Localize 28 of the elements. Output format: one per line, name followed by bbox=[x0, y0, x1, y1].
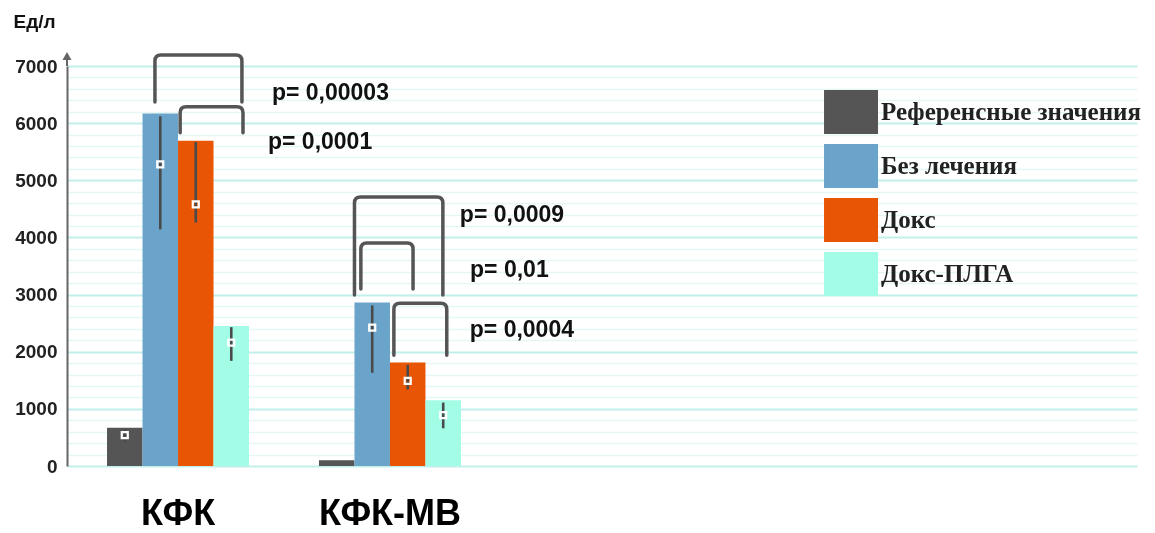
y-axis-title: Ед/л bbox=[13, 10, 56, 32]
annotation: p= 0,01 bbox=[470, 256, 549, 282]
legend-label: Докс-ПЛГА bbox=[881, 260, 1014, 287]
y-tick-label: 6000 bbox=[15, 112, 58, 134]
x-tick-label: КФК-МВ bbox=[318, 491, 462, 533]
annotation: p= 0,00003 bbox=[271, 79, 389, 105]
bar bbox=[213, 326, 250, 466]
y-tick-label: 7000 bbox=[15, 55, 58, 77]
bar bbox=[178, 140, 214, 466]
annotation: p= 0,0004 bbox=[469, 316, 575, 343]
bar bbox=[318, 460, 355, 466]
x-tick-label: КФК bbox=[140, 491, 217, 533]
annotation: p= 0,0009 bbox=[459, 201, 565, 227]
y-tick-label: 2000 bbox=[15, 341, 58, 363]
y-tick-label: 4000 bbox=[15, 226, 58, 248]
annotation: p= 0,0001 bbox=[267, 127, 373, 154]
y-tick-label: 5000 bbox=[15, 169, 58, 191]
y-tick-label: 3000 bbox=[15, 284, 58, 306]
legend-label: Без лечения bbox=[881, 152, 1017, 179]
bar bbox=[107, 427, 143, 466]
bar bbox=[389, 362, 426, 466]
y-tick-label: 1000 bbox=[15, 398, 58, 420]
legend-label: Докс bbox=[881, 206, 936, 233]
bar bbox=[425, 400, 461, 466]
bar bbox=[354, 302, 390, 466]
bar bbox=[142, 113, 179, 466]
y-tick-label: 0 bbox=[46, 455, 58, 477]
legend-label: Референсные значения bbox=[881, 98, 1142, 125]
